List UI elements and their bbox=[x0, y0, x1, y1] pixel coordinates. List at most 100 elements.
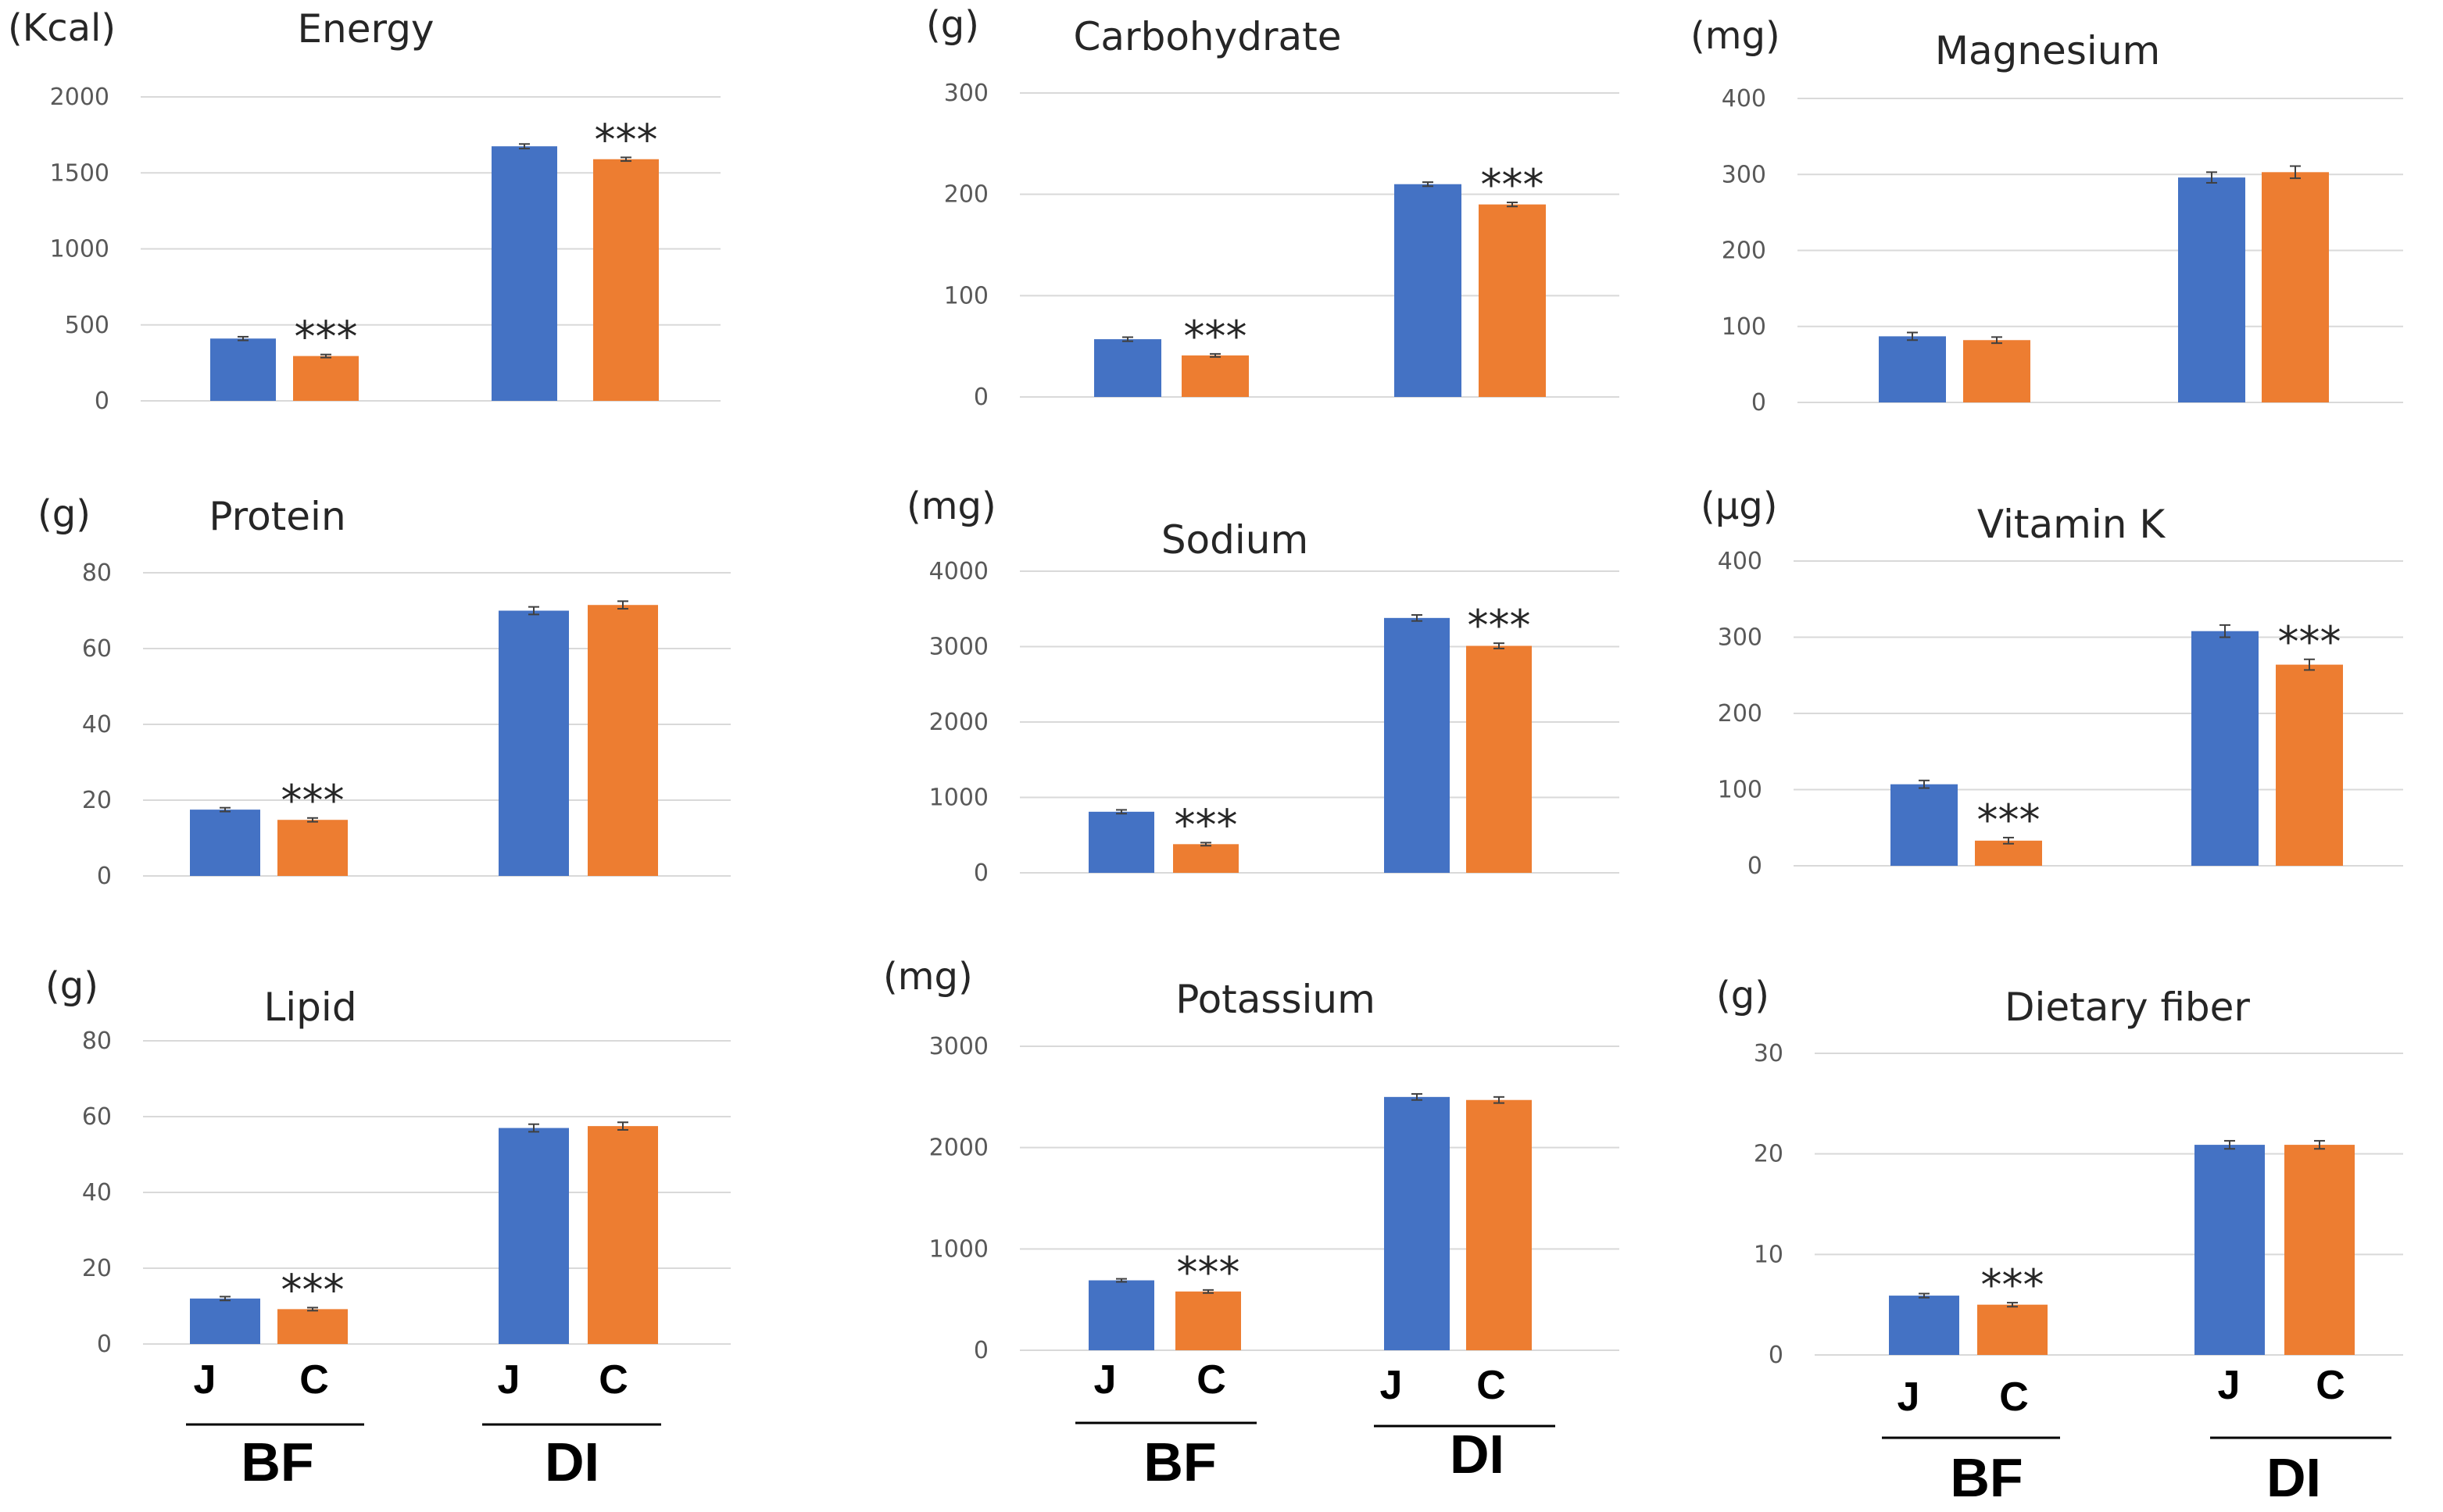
chart-title: Magnesium bbox=[1935, 28, 2160, 73]
y-tick-label: 60 bbox=[82, 635, 112, 663]
bar-j-bf bbox=[210, 338, 276, 401]
series-label-j: J bbox=[1898, 1374, 1920, 1420]
x-group-labels-column-2: J C J C BF DI bbox=[1075, 1357, 1555, 1492]
chart-panel-potassium: 0 1000 2000 3000 Potassium (mg) *** bbox=[883, 955, 1619, 1364]
chart-title: Sodium bbox=[1161, 517, 1308, 563]
bar-j-di bbox=[492, 146, 557, 401]
bar-j-bf bbox=[1890, 784, 1958, 866]
y-tick-label: 0 bbox=[97, 1331, 112, 1358]
y-tick-label: 2000 bbox=[929, 709, 989, 736]
y-axis-unit: (g) bbox=[926, 3, 979, 47]
bar-j-di bbox=[2178, 177, 2245, 402]
group-label-di: DI bbox=[545, 1432, 599, 1492]
significance-marker: *** bbox=[1977, 795, 2041, 845]
series-label-j: J bbox=[2218, 1363, 2241, 1408]
bar-j-bf bbox=[1889, 1296, 1959, 1355]
y-tick-label: 0 bbox=[1769, 1342, 1783, 1369]
bar-j-bf bbox=[1879, 336, 1946, 402]
y-tick-label: 1000 bbox=[50, 236, 109, 263]
bar-c-bf bbox=[1175, 1291, 1241, 1350]
bar-j-di bbox=[1394, 184, 1461, 397]
series-label-j: J bbox=[1380, 1363, 1403, 1408]
y-tick-label: 400 bbox=[1718, 548, 1762, 575]
bar-c-bf bbox=[1173, 844, 1239, 873]
chart-panel-carbohydrate: 0 100 200 300 Carbohydrate (g) *** *** bbox=[926, 3, 1619, 411]
y-tick-label: 300 bbox=[944, 80, 989, 107]
significance-marker: *** bbox=[1981, 1260, 2044, 1310]
y-axis-unit: (g) bbox=[1716, 974, 1769, 1017]
y-tick-label: 3000 bbox=[929, 634, 989, 661]
y-tick-label: 1500 bbox=[50, 159, 109, 187]
y-axis-unit: (mg) bbox=[883, 955, 973, 999]
bar-c-di bbox=[2276, 664, 2343, 866]
significance-marker: *** bbox=[1184, 312, 1247, 361]
bar-c-di bbox=[1466, 1099, 1532, 1350]
y-tick-label: 3000 bbox=[929, 1033, 989, 1060]
chart-panel-lipid: 0 20 40 60 80 Lipid (g) *** bbox=[45, 964, 731, 1358]
bar-c-bf bbox=[1977, 1304, 2048, 1355]
bar-j-di bbox=[499, 1128, 569, 1344]
chart-title: Carbohydrate bbox=[1073, 14, 1341, 59]
y-tick-label: 100 bbox=[1722, 313, 1766, 341]
bar-j-bf bbox=[1089, 811, 1154, 873]
y-axis-unit: (mg) bbox=[907, 484, 996, 528]
group-label-bf: BF bbox=[1143, 1432, 1216, 1492]
y-tick-label: 0 bbox=[974, 860, 989, 887]
bar-c-bf bbox=[1182, 355, 1249, 397]
chart-title: Lipid bbox=[263, 985, 356, 1030]
y-tick-label: 200 bbox=[1722, 238, 1766, 265]
bar-j-di bbox=[499, 610, 569, 876]
y-tick-label: 80 bbox=[82, 1028, 112, 1055]
series-label-j: J bbox=[194, 1357, 216, 1403]
x-group-labels-column-1: J C J C BF DI bbox=[186, 1357, 661, 1492]
bar-j-bf bbox=[1094, 339, 1161, 397]
bar-c-bf bbox=[277, 820, 348, 876]
bar-j-bf bbox=[190, 1298, 260, 1344]
y-tick-label: 200 bbox=[1718, 700, 1762, 727]
series-label-c: C bbox=[299, 1357, 329, 1403]
y-tick-label: 400 bbox=[1722, 85, 1766, 113]
y-tick-label: 40 bbox=[82, 711, 112, 738]
y-tick-label: 500 bbox=[65, 312, 109, 339]
series-label-c: C bbox=[1476, 1363, 1506, 1408]
bar-c-bf bbox=[1963, 340, 2030, 402]
y-tick-label: 0 bbox=[974, 384, 989, 411]
y-tick-label: 0 bbox=[95, 388, 109, 415]
series-label-j: J bbox=[498, 1357, 520, 1403]
series-label-c: C bbox=[1999, 1374, 2029, 1420]
y-tick-label: 2000 bbox=[929, 1135, 989, 1162]
significance-marker: *** bbox=[595, 115, 658, 164]
series-label-c: C bbox=[1196, 1357, 1226, 1403]
chart-title: Energy bbox=[297, 6, 434, 52]
y-tick-label: 4000 bbox=[929, 558, 989, 585]
bar-c-di bbox=[1466, 645, 1532, 873]
bar-c-di bbox=[588, 1126, 658, 1344]
y-tick-label: 60 bbox=[82, 1103, 112, 1131]
y-tick-label: 0 bbox=[1747, 853, 1762, 880]
y-tick-label: 20 bbox=[82, 1255, 112, 1282]
bar-c-di bbox=[2284, 1145, 2355, 1355]
y-tick-label: 1000 bbox=[929, 1235, 989, 1263]
significance-marker: *** bbox=[281, 1265, 345, 1314]
significance-marker: *** bbox=[2278, 617, 2341, 667]
y-axis-unit: (Kcal) bbox=[8, 6, 116, 50]
y-axis-unit: (g) bbox=[45, 964, 98, 1008]
chart-panel-dietary-fiber: 0 10 20 30 Dietary fiber (g) *** bbox=[1716, 974, 2403, 1369]
bar-c-bf bbox=[293, 356, 359, 401]
chart-panel-sodium: 0 1000 2000 3000 4000 Sodium (mg) *** *** bbox=[907, 484, 1619, 887]
bar-c-bf bbox=[277, 1309, 348, 1344]
y-tick-label: 0 bbox=[97, 863, 112, 890]
x-group-labels-column-3: J C J C BF DI bbox=[1882, 1363, 2391, 1508]
y-tick-label: 100 bbox=[1718, 777, 1762, 804]
significance-marker: *** bbox=[1468, 601, 1531, 650]
y-tick-label: 80 bbox=[82, 559, 112, 587]
group-label-bf: BF bbox=[1950, 1447, 2023, 1508]
bar-c-di bbox=[2262, 172, 2329, 402]
y-tick-label: 300 bbox=[1718, 624, 1762, 652]
y-tick-label: 2000 bbox=[50, 84, 109, 111]
chart-panel-protein: 0 20 40 60 80 Protein (g) *** bbox=[38, 492, 731, 890]
significance-marker: *** bbox=[1177, 1248, 1240, 1297]
chart-title: Vitamin K bbox=[1977, 502, 2166, 547]
y-tick-label: 10 bbox=[1754, 1241, 1783, 1268]
